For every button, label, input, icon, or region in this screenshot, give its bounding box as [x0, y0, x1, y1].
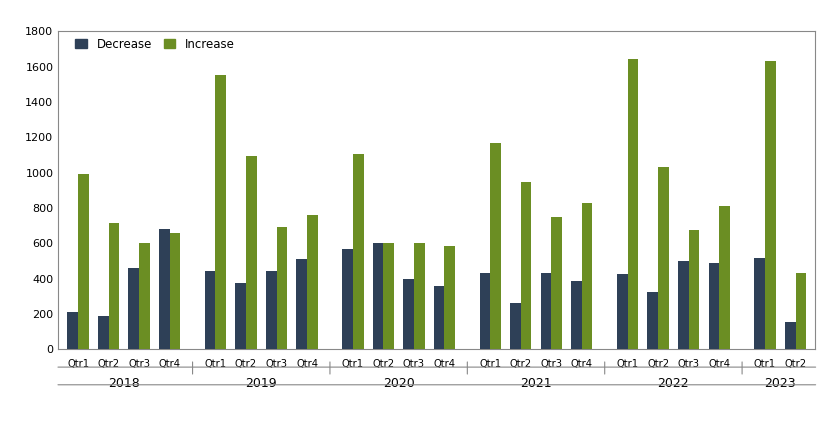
Bar	[627, 59, 638, 349]
Bar	[170, 233, 181, 349]
Bar	[98, 316, 109, 349]
Bar	[78, 174, 89, 349]
Text: Qtr1: Qtr1	[67, 359, 89, 369]
Bar	[342, 249, 353, 349]
Bar	[658, 168, 669, 349]
Bar	[235, 283, 246, 349]
Bar	[689, 230, 700, 349]
Text: Qtr2: Qtr2	[235, 359, 257, 369]
Bar	[205, 271, 215, 349]
Text: Qtr4: Qtr4	[708, 359, 730, 369]
Text: Qtr1: Qtr1	[754, 359, 776, 369]
Bar	[128, 268, 139, 349]
Bar	[647, 292, 658, 349]
Bar	[296, 259, 307, 349]
Bar	[353, 154, 364, 349]
Text: Qtr3: Qtr3	[128, 359, 150, 369]
Text: Qtr4: Qtr4	[296, 359, 318, 369]
Text: Qtr2: Qtr2	[785, 359, 806, 369]
Bar	[510, 303, 521, 349]
Bar	[276, 227, 287, 349]
Bar	[709, 263, 719, 349]
Text: Qtr4: Qtr4	[571, 359, 593, 369]
Text: Qtr1: Qtr1	[617, 359, 639, 369]
Bar	[765, 60, 775, 349]
Text: Qtr2: Qtr2	[510, 359, 532, 369]
Bar	[109, 223, 119, 349]
Bar	[444, 246, 455, 349]
Bar	[521, 181, 532, 349]
Bar	[384, 243, 394, 349]
Text: 2020: 2020	[383, 377, 414, 390]
Text: Qtr3: Qtr3	[540, 359, 562, 369]
Bar	[414, 243, 424, 349]
Bar	[552, 217, 562, 349]
Bar	[373, 243, 384, 349]
Bar	[755, 258, 765, 349]
Bar	[678, 261, 689, 349]
Text: 2021: 2021	[520, 377, 552, 390]
Bar	[541, 273, 552, 349]
Text: Qtr1: Qtr1	[205, 359, 226, 369]
Bar	[479, 273, 490, 349]
Text: Qtr1: Qtr1	[342, 359, 364, 369]
Bar	[433, 286, 444, 349]
Text: Qtr4: Qtr4	[159, 359, 181, 369]
Text: Qtr3: Qtr3	[265, 359, 288, 369]
Text: 2022: 2022	[657, 377, 689, 390]
Bar	[67, 312, 78, 349]
Bar	[719, 206, 730, 349]
Bar	[795, 273, 806, 349]
Text: Qtr1: Qtr1	[479, 359, 502, 369]
Bar	[404, 279, 414, 349]
Legend: Decrease, Increase: Decrease, Increase	[72, 34, 238, 54]
Text: Qtr4: Qtr4	[433, 359, 455, 369]
Text: 2023: 2023	[765, 377, 796, 390]
Text: Qtr3: Qtr3	[678, 359, 700, 369]
Bar	[215, 75, 226, 349]
Bar	[571, 280, 582, 349]
Bar	[582, 203, 592, 349]
Bar	[139, 242, 150, 349]
Text: Qtr2: Qtr2	[372, 359, 394, 369]
Text: Qtr2: Qtr2	[97, 359, 120, 369]
Bar	[617, 274, 627, 349]
Text: Qtr3: Qtr3	[403, 359, 425, 369]
Bar	[307, 215, 318, 349]
Bar	[246, 156, 257, 349]
Bar	[490, 142, 501, 349]
Bar	[159, 229, 170, 349]
Text: Qtr2: Qtr2	[647, 359, 669, 369]
Text: 2019: 2019	[245, 377, 277, 390]
Bar	[785, 322, 795, 349]
Text: 2018: 2018	[108, 377, 140, 390]
Bar	[266, 271, 276, 349]
